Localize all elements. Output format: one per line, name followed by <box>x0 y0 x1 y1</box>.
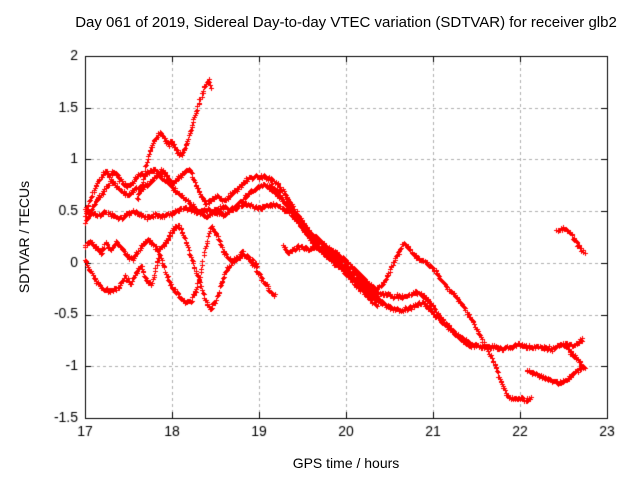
x-axis-label: GPS time / hours <box>292 455 400 471</box>
y-axis-label: SDTVAR / TECUs <box>16 180 32 294</box>
chart-title: Day 061 of 2019, Sidereal Day-to-day VTE… <box>75 14 617 31</box>
